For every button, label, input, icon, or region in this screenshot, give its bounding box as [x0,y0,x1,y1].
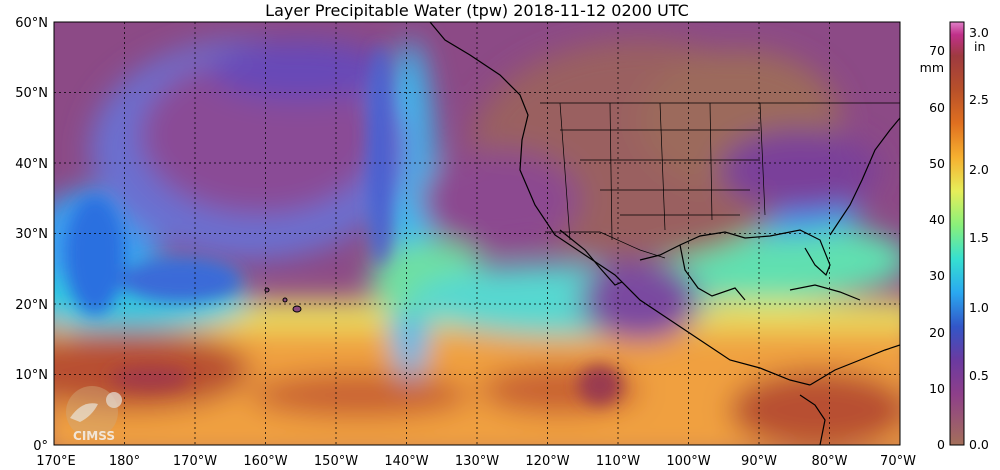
lat-label: 40°N [15,157,48,172]
cb-mm-tick: 0 [937,437,945,452]
lon-label: 70°W [880,454,916,469]
lat-label: 30°N [15,227,48,242]
graticule [54,22,900,445]
lon-label: 140°W [384,454,428,469]
cb-in-tick: 2.0 [969,162,989,177]
borders [540,102,900,259]
cb-in-tick: 0.0 [969,437,989,452]
page-title: Layer Precipitable Water (tpw) 2018-11-1… [265,1,689,20]
map-frame [53,21,901,446]
colorbar: 70 60 50 40 30 20 10 0 mm 3.0 2.5 2.0 1.… [920,21,989,452]
cb-in-unit: in [974,39,985,54]
lon-label: 120°W [525,454,569,469]
logo-text: CIMSS [73,429,115,443]
lon-label: 160°W [243,454,287,469]
lon-label: 150°W [314,454,358,469]
colorbar-ramp [949,21,965,446]
latitude-labels: 60°N 50°N 40°N 30°N 20°N 10°N 0° [15,16,48,454]
cb-in-tick: 2.5 [969,92,989,107]
cb-mm-tick: 40 [929,212,945,227]
cb-in-tick: 0.5 [969,368,989,383]
lat-label: 20°N [15,298,48,313]
lon-label: 80°W [812,454,848,469]
lon-label: 100°W [666,454,710,469]
lat-label: 0° [33,439,48,454]
cb-mm-tick: 20 [929,325,945,340]
cb-mm-tick: 50 [929,156,945,171]
lon-label: 130°W [455,454,499,469]
lon-label: 170°W [173,454,217,469]
hawaii [264,287,302,313]
lat-label: 10°N [15,368,48,383]
lat-label: 60°N [15,16,48,31]
cb-mm-tick: 70 [929,43,945,58]
tpw-field [54,22,900,445]
lon-label: 170°E [36,454,76,469]
lon-label: 90°W [741,454,777,469]
cimss-logo: CIMSS [66,386,122,443]
longitude-labels: 170°E 180° 170°W 160°W 150°W 140°W 130°W… [36,454,916,469]
cb-in-tick: 1.5 [969,230,989,245]
cb-mm-unit: mm [920,60,944,75]
cb-mm-tick: 30 [929,268,945,283]
cb-mm-tick: 10 [929,381,945,396]
lon-label: 180° [109,454,140,469]
cb-in-tick: 3.0 [969,25,989,40]
cb-mm-tick: 60 [929,100,945,115]
cb-in-tick: 1.0 [969,300,989,315]
lon-label: 110°W [596,454,640,469]
lat-label: 50°N [15,86,48,101]
coastlines [429,22,900,445]
